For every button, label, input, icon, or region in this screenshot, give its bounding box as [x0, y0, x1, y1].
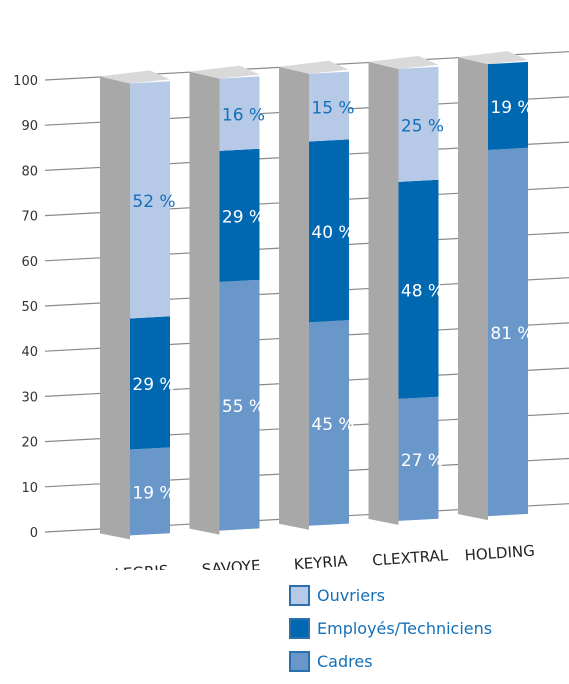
legend-item-employes: Employés/Techniciens — [289, 618, 492, 639]
legend-swatch-employes — [289, 618, 310, 639]
category-label: SAVOYE — [201, 557, 261, 570]
bar-segment — [398, 66, 439, 182]
bar-segment — [130, 81, 170, 319]
chart-svg: 0 10 20 30 40 50 60 70 80 90 100 19 % 29 % 52 % 55 % 2… — [13, 51, 569, 584]
y-tick-label: 100 — [13, 74, 38, 89]
data-label: 15 % — [311, 99, 354, 119]
data-label: 16 % — [222, 106, 265, 126]
bar-side-face — [189, 71, 220, 535]
bar-segment — [309, 320, 349, 526]
bar-segment — [219, 148, 260, 282]
legend-item-cadres: Cadres — [289, 651, 492, 672]
bar-top-face — [458, 51, 528, 65]
data-label: 19 % — [132, 483, 175, 503]
data-label: 45 % — [311, 415, 354, 435]
data-label: 40 % — [311, 223, 354, 243]
data-label: 29 % — [222, 207, 265, 227]
bar-top-face — [368, 55, 439, 69]
category-label: HOLDING — [464, 542, 535, 565]
category-labels-layer: LEGRIS SAVOYE KEYRIA CLEXTRAL HOLDING — [114, 542, 535, 584]
bars-layer — [100, 51, 528, 540]
legend: Ouvriers Employés/Techniciens Cadres — [289, 585, 492, 684]
bar-segment — [398, 396, 439, 521]
legend-swatch-cadres — [289, 651, 310, 672]
data-label: 19 % — [490, 98, 533, 118]
legend-label-employes: Employés/Techniciens — [317, 619, 493, 638]
y-tick-label: 30 — [21, 390, 38, 405]
data-label: 25 % — [401, 116, 444, 136]
data-label: 29 % — [132, 375, 175, 395]
category-label: KEYRIA — [293, 552, 348, 570]
bar-top-face — [100, 70, 170, 84]
data-label: 81 % — [490, 324, 533, 344]
bar-segment — [488, 61, 528, 150]
bar-top-face — [279, 60, 349, 74]
stacked-bar-chart: 0 10 20 30 40 50 60 70 80 90 100 19 % 29 % 52 % 55 % 2… — [13, 51, 569, 584]
data-label: 27 % — [401, 451, 444, 471]
bar-side-face — [458, 57, 488, 521]
y-tick-label: 80 — [21, 164, 38, 179]
legend-swatch-ouvriers — [289, 585, 310, 606]
bar-side-face — [279, 66, 309, 530]
bar-segment — [130, 316, 170, 450]
bar-segment — [130, 447, 170, 536]
y-tick-label: 60 — [21, 255, 38, 270]
bar-segment — [488, 147, 528, 517]
legend-label-ouvriers: Ouvriers — [317, 586, 385, 605]
data-label: 55 % — [222, 397, 265, 417]
bar-segment — [219, 76, 260, 151]
y-tick-label: 70 — [21, 210, 38, 225]
data-labels-layer: 19 % 29 % 52 % 55 % 29 % 16 % 45 % 40 % 15 % 27 %… — [132, 98, 533, 503]
y-axis-ticks: 0 10 20 30 40 50 60 70 80 90 100 — [13, 74, 38, 541]
y-tick-label: 40 — [21, 345, 38, 360]
bar-side-face — [100, 76, 130, 540]
bar-side-face — [368, 61, 399, 525]
bar-segment — [219, 279, 260, 531]
y-tick-label: 0 — [30, 526, 38, 541]
y-tick-label: 20 — [21, 436, 38, 451]
legend-label-cadres: Cadres — [317, 652, 373, 671]
y-tick-label: 90 — [21, 119, 38, 134]
category-label: CLEXTRAL — [372, 546, 450, 569]
category-label: LEGRIS — [114, 562, 169, 570]
data-label: 48 % — [401, 281, 444, 301]
legend-item-ouvriers: Ouvriers — [289, 585, 492, 606]
bar-top-face — [189, 65, 260, 79]
data-label: 52 % — [132, 192, 175, 212]
y-tick-label: 10 — [21, 481, 38, 496]
bar-segment — [309, 71, 349, 142]
bar-segment — [309, 139, 349, 323]
y-tick-label: 50 — [21, 300, 38, 315]
bar-segment — [398, 179, 439, 399]
